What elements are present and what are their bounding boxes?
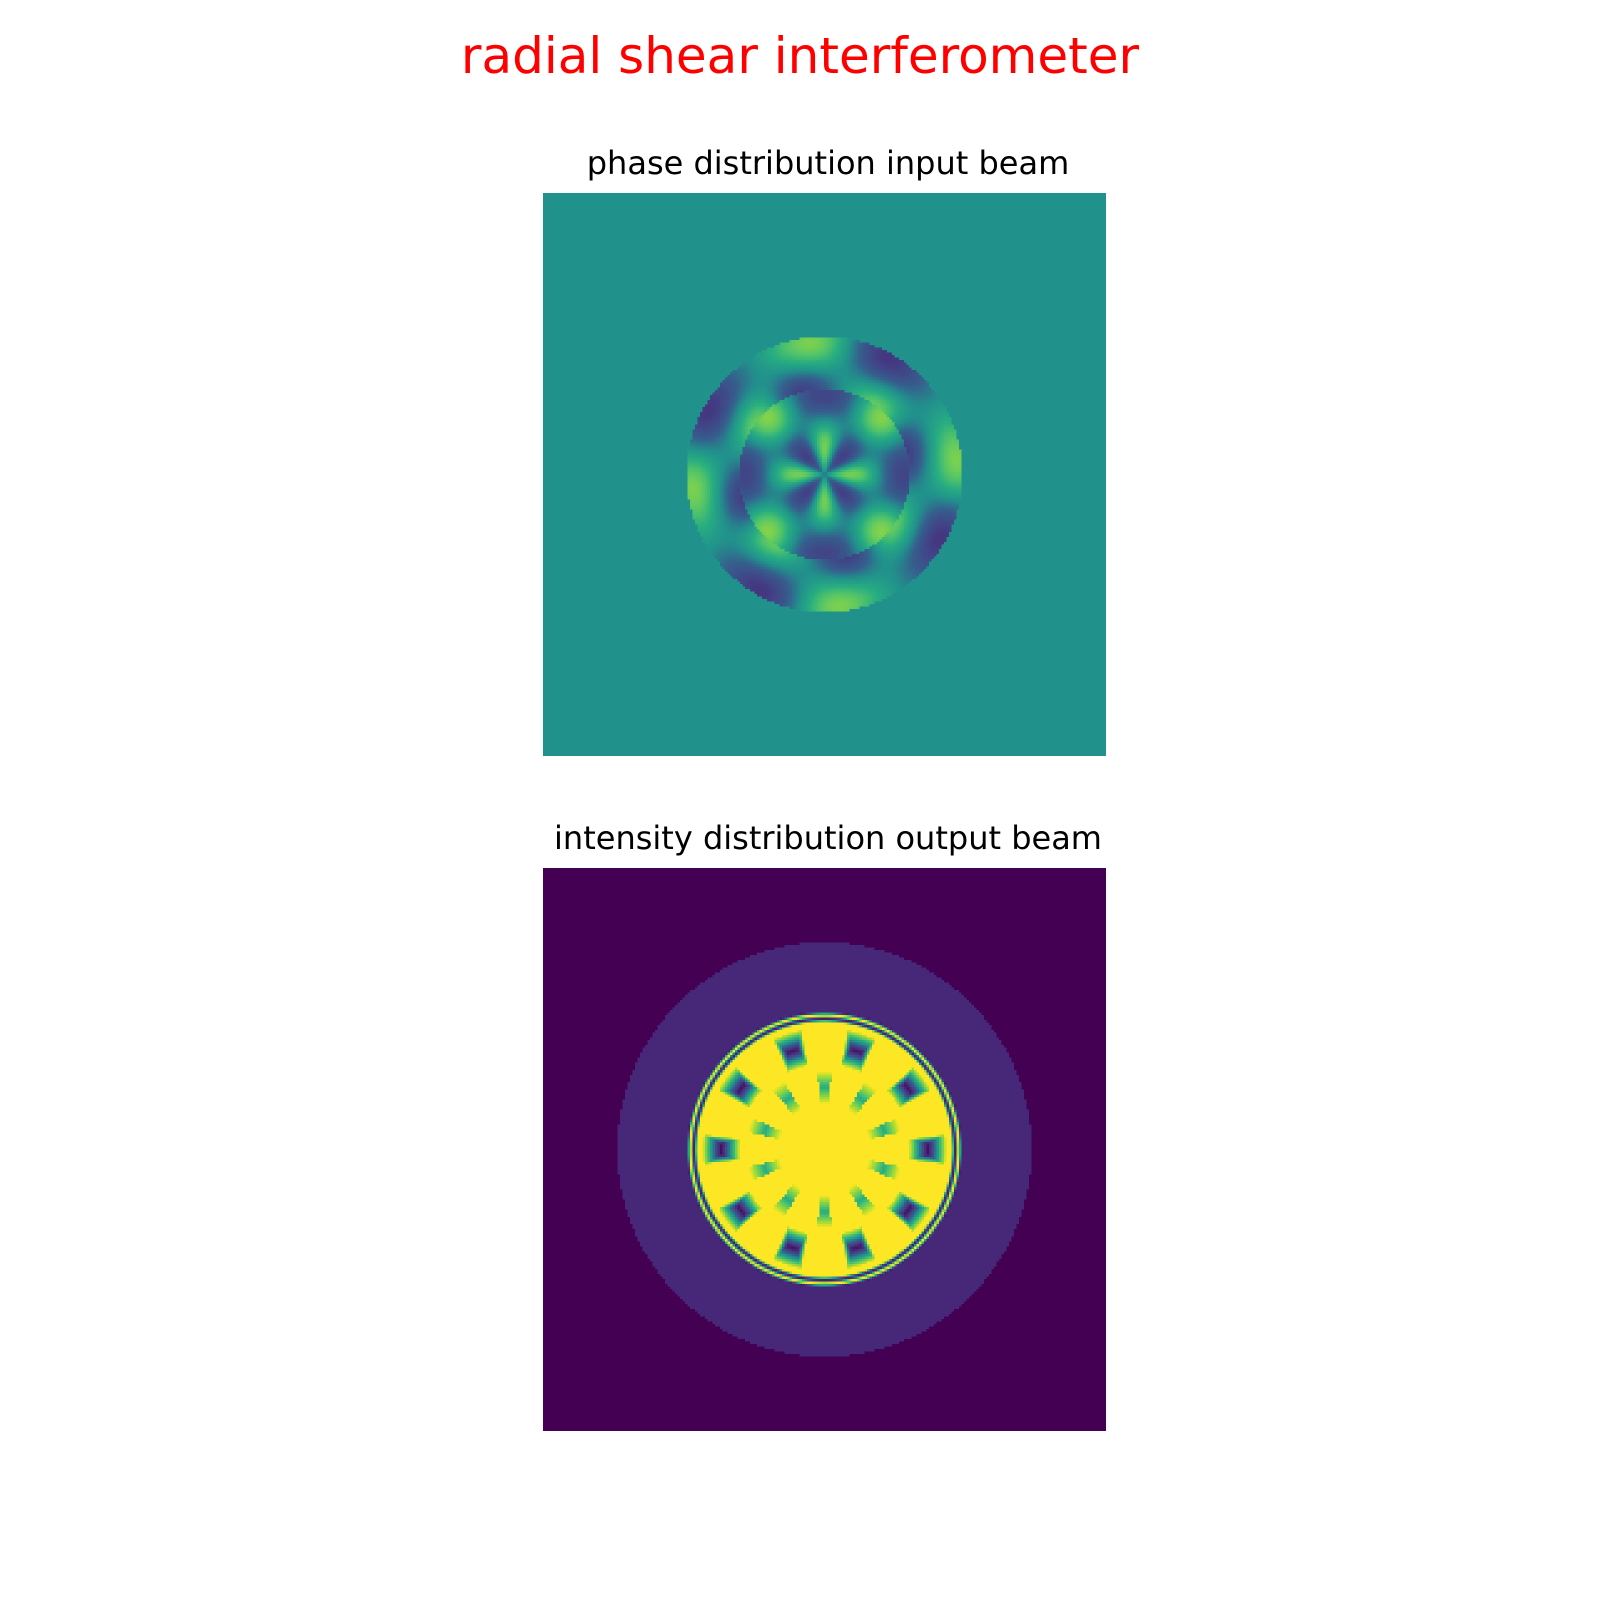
phase-panel-title: phase distribution input beam [586, 144, 1070, 182]
phase-heatmap [543, 193, 1106, 756]
figure-title: radial shear interferometer [460, 27, 1140, 85]
intensity-panel-title: intensity distribution output beam [554, 819, 1102, 857]
intensity-heatmap-canvas [543, 868, 1106, 1431]
phase-heatmap-canvas [543, 193, 1106, 756]
intensity-heatmap [543, 868, 1106, 1431]
